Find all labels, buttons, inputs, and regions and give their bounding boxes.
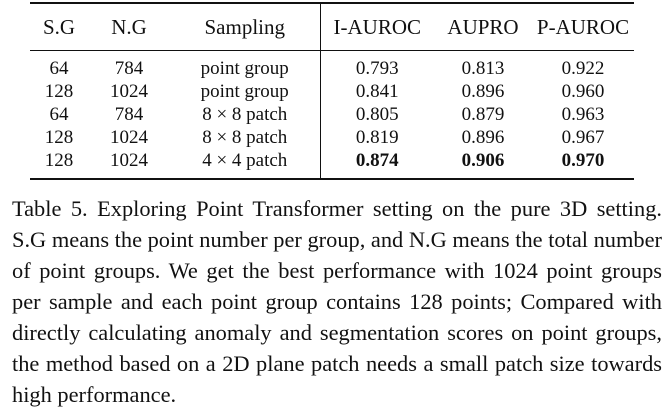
table-header-row: S.G N.G Sampling I-AUROC AUPRO P-AUROC (30, 3, 634, 51)
cell-sampling: point group (170, 80, 321, 103)
cell-sg: 128 (44, 127, 74, 148)
cell-sampling: 8 × 8 patch (170, 126, 321, 149)
cell-ng: 1024 (110, 81, 148, 102)
results-table-container: S.G N.G Sampling I-AUROC AUPRO P-AUROC 6… (30, 2, 634, 180)
cell-sg: 64 (49, 104, 69, 125)
cell-aupro: 0.879 (461, 104, 505, 125)
cell-aupro: 0.896 (461, 81, 505, 102)
table-caption: Table 5. Exploring Point Transformer set… (12, 193, 662, 410)
cell-iauroc: 0.793 (355, 58, 399, 79)
header-pauroc: P-AUROC (536, 14, 630, 39)
cell-pauroc: 0.922 (561, 58, 605, 79)
cell-iauroc: 0.819 (355, 127, 399, 148)
cell-ng: 784 (114, 58, 144, 79)
table-row: 64 784 8 × 8 patch 0.805 0.879 0.963 (30, 103, 634, 126)
cell-sg: 128 (44, 150, 74, 171)
header-sg: S.G (42, 14, 76, 39)
results-table: S.G N.G Sampling I-AUROC AUPRO P-AUROC 6… (30, 2, 634, 180)
cell-sampling: 8 × 8 patch (170, 103, 321, 126)
cell-aupro: 0.906 (461, 150, 505, 171)
header-iauroc: I-AUROC (333, 14, 422, 39)
cell-sg: 128 (44, 81, 74, 102)
cell-iauroc: 0.841 (355, 81, 399, 102)
cell-iauroc: 0.805 (355, 104, 399, 125)
cell-sampling: point group (170, 50, 321, 80)
cell-pauroc: 0.967 (561, 127, 605, 148)
table-row: 64 784 point group 0.793 0.813 0.922 (30, 50, 634, 80)
cell-sg: 64 (49, 58, 69, 79)
cell-pauroc: 0.963 (561, 104, 605, 125)
header-aupro: AUPRO (447, 14, 519, 39)
cell-aupro: 0.896 (461, 127, 505, 148)
table-row: 128 1024 point group 0.841 0.896 0.960 (30, 80, 634, 103)
cell-ng: 784 (114, 104, 144, 125)
table-row-best: 128 1024 4 × 4 patch 0.874 0.906 0.970 (30, 149, 634, 179)
cell-pauroc: 0.960 (561, 81, 605, 102)
caption-text: Exploring Point Transformer setting on t… (12, 196, 662, 407)
caption-label: Table 5. (12, 196, 88, 221)
table-row: 128 1024 8 × 8 patch 0.819 0.896 0.967 (30, 126, 634, 149)
cell-iauroc: 0.874 (355, 150, 399, 171)
header-sampling: Sampling (170, 3, 321, 51)
cell-ng: 1024 (110, 127, 148, 148)
cell-aupro: 0.813 (461, 58, 505, 79)
header-ng: N.G (111, 14, 147, 39)
cell-pauroc: 0.970 (561, 150, 605, 171)
cell-sampling: 4 × 4 patch (170, 149, 321, 179)
cell-ng: 1024 (110, 150, 148, 171)
